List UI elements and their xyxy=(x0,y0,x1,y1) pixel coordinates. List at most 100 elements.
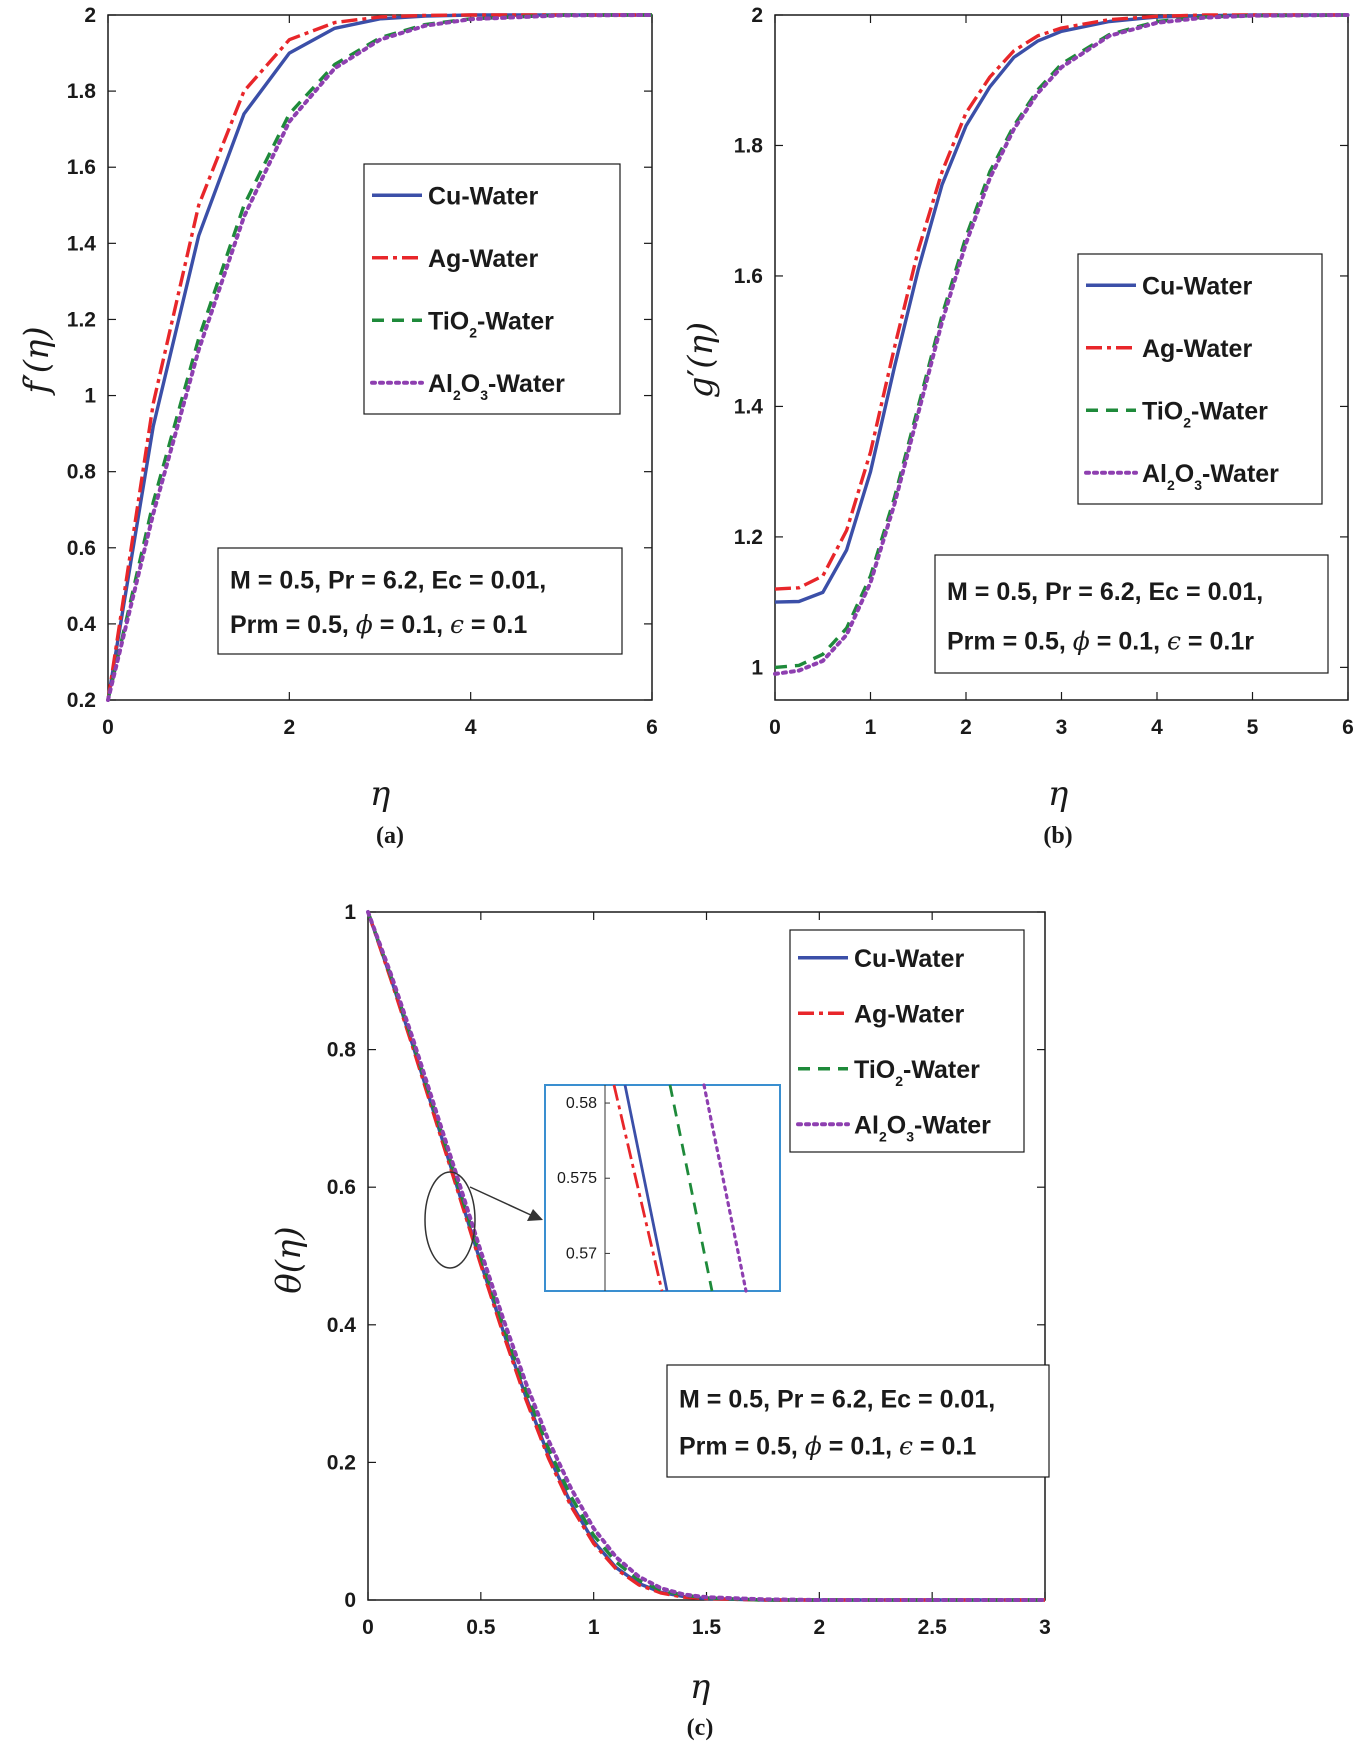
x-tick-label: 0 xyxy=(769,716,781,739)
inset-line-ag xyxy=(612,1084,664,1292)
y-tick-label: 1.6 xyxy=(734,265,763,288)
y-tick-label: 0.6 xyxy=(327,1176,356,1199)
parameter-box: M = 0.5, Pr = 6.2, Ec = 0.01, Prm = 0.5, … xyxy=(934,554,1329,674)
legend: Cu-Water Ag-Water TiO2-Water Al2O3-Water xyxy=(789,929,1025,1153)
x-tick-label: 2 xyxy=(283,716,295,739)
y-tick-label: 1.8 xyxy=(67,80,97,103)
series-line-ag xyxy=(106,13,652,701)
legend-box xyxy=(1077,253,1323,505)
y-tick-label: 2 xyxy=(84,4,96,27)
x-tick-label: 1 xyxy=(588,1616,600,1639)
parameter-box-frame xyxy=(666,1364,1050,1478)
parameter-line-2: Prm = 0.5, ϕ = 0.1, ϵ = 0.1 xyxy=(230,610,527,639)
panel-caption: (c) xyxy=(687,1715,714,1741)
inset-line-cu xyxy=(623,1084,669,1292)
panel-b: 0 1 2 3 4 5 6 1 1.2 1.4 1.6 1.8 2 η g′(η) (b) Cu-Water Ag… xyxy=(681,4,1354,849)
x-tick-label: 3 xyxy=(1056,716,1068,739)
y-tick-label: 0.8 xyxy=(327,1039,357,1062)
parameter-line-2: Prm = 0.5, ϕ = 0.1, ϵ = 0.1 xyxy=(679,1432,976,1461)
parameter-line-1: M = 0.5, Pr = 6.2, Ec = 0.01, xyxy=(230,566,546,594)
y-tick-label: 1.6 xyxy=(67,156,96,179)
parameter-line-1: M = 0.5, Pr = 6.2, Ec = 0.01, xyxy=(679,1386,995,1414)
legend-box xyxy=(789,929,1025,1153)
y-axis-label: g′(η) xyxy=(681,322,721,398)
legend-label-al2o3: Al2O3-Water xyxy=(428,370,565,403)
parameter-box: M = 0.5, Pr = 6.2, Ec = 0.01, Prm = 0.5, … xyxy=(217,547,623,655)
y-tick-label: 1.2 xyxy=(734,526,763,549)
x-tick-label: 2 xyxy=(960,716,972,739)
x-tick-label: 4 xyxy=(1151,716,1163,739)
legend-label-tio2: TiO2-Water xyxy=(428,307,554,340)
y-tick-label: 0.4 xyxy=(327,1314,357,1337)
zoom-ellipse xyxy=(424,1171,476,1269)
y-tick-label: 1 xyxy=(84,385,96,408)
legend-label-cu: Cu-Water xyxy=(1142,272,1252,300)
legend: Cu-Water Ag-Water TiO2-Water Al2O3-Water xyxy=(363,163,621,415)
x-axis-label: η xyxy=(1048,774,1069,814)
parameter-box-frame xyxy=(934,554,1329,674)
y-tick-label: 1 xyxy=(751,656,763,679)
legend-label-ag: Ag-Water xyxy=(428,245,538,273)
y-tick-label: 0 xyxy=(344,1589,356,1612)
y-tick-label: 1 xyxy=(344,901,356,924)
inset-line-al2o3 xyxy=(702,1083,748,1293)
series-line-al2o3 xyxy=(106,13,654,702)
y-axis-label: θ(η) xyxy=(269,1226,309,1293)
zoom-inset: 0.58 0.575 0.57 xyxy=(424,1083,781,1293)
panel-a: 0 2 4 6 0.2 0.4 0.6 0.8 1 1.2 1.4 1.6 1.8 2 η f′(η) (a) C… xyxy=(17,4,658,849)
x-tick-label: 6 xyxy=(646,716,658,739)
y-tick-label: 1.8 xyxy=(734,134,764,157)
x-axis-label: η xyxy=(370,774,391,814)
legend-label-ag: Ag-Water xyxy=(1142,335,1252,363)
x-tick-label: 0 xyxy=(362,1616,374,1639)
legend-label-al2o3: Al2O3-Water xyxy=(854,1111,991,1144)
x-tick-label: 2.5 xyxy=(918,1616,948,1639)
parameter-line-2: Prm = 0.5, ϕ = 0.1, ϵ = 0.1r xyxy=(947,626,1254,655)
x-tick-label: 1.5 xyxy=(692,1616,722,1639)
panel-caption: (a) xyxy=(376,823,404,849)
zoom-arrow-head xyxy=(527,1209,543,1221)
inset-y-tick-label: 0.57 xyxy=(566,1245,597,1262)
inset-y-tick-label: 0.575 xyxy=(557,1170,597,1187)
legend-box xyxy=(363,163,621,415)
inset-y-tick-label: 0.58 xyxy=(566,1095,597,1112)
legend: Cu-Water Ag-Water TiO2-Water Al2O3-Water xyxy=(1077,253,1323,505)
y-axis-label: f′(η) xyxy=(17,326,57,396)
x-tick-label: 1 xyxy=(865,716,877,739)
x-tick-label: 4 xyxy=(465,716,477,739)
y-axis-label-text: f′(η) xyxy=(17,326,57,396)
x-tick-label: 0.5 xyxy=(466,1616,496,1639)
x-tick-label: 5 xyxy=(1247,716,1259,739)
x-tick-label: 0 xyxy=(102,716,114,739)
y-tick-label: 0.8 xyxy=(67,461,97,484)
series-line-al2o3 xyxy=(773,13,1350,676)
series-line-tio2 xyxy=(106,13,652,701)
series-line-al2o3 xyxy=(366,910,1047,1602)
legend-label-cu: Cu-Water xyxy=(854,945,964,973)
parameter-box-frame xyxy=(217,547,623,655)
legend-label-al2o3: Al2O3-Water xyxy=(1142,460,1279,493)
inset-frame xyxy=(544,1084,781,1292)
y-tick-label: 0.6 xyxy=(67,537,96,560)
legend-label-tio2: TiO2-Water xyxy=(1142,397,1268,430)
x-tick-label: 6 xyxy=(1342,716,1354,739)
inset-line-tio2 xyxy=(668,1084,714,1292)
panel-caption: (b) xyxy=(1043,823,1072,849)
y-tick-label: 1.2 xyxy=(67,308,96,331)
legend-label-cu: Cu-Water xyxy=(428,182,538,210)
y-axis-label-text: g′(η) xyxy=(681,322,721,398)
x-axis-label: η xyxy=(690,1667,711,1707)
y-tick-label: 1.4 xyxy=(734,395,764,418)
parameter-box: M = 0.5, Pr = 6.2, Ec = 0.01, Prm = 0.5, … xyxy=(666,1364,1050,1478)
series-line-ag xyxy=(774,13,1348,591)
parameter-line-1: M = 0.5, Pr = 6.2, Ec = 0.01, xyxy=(947,578,1263,606)
y-tick-label: 1.4 xyxy=(67,232,97,255)
x-tick-label: 2 xyxy=(813,1616,825,1639)
y-tick-label: 2 xyxy=(751,4,763,27)
zoom-arrow xyxy=(469,1186,534,1217)
y-tick-label: 0.2 xyxy=(327,1451,356,1474)
y-axis-label-text: θ(η) xyxy=(269,1226,309,1293)
y-tick-label: 0.2 xyxy=(67,689,96,712)
x-tick-label: 3 xyxy=(1039,1616,1051,1639)
